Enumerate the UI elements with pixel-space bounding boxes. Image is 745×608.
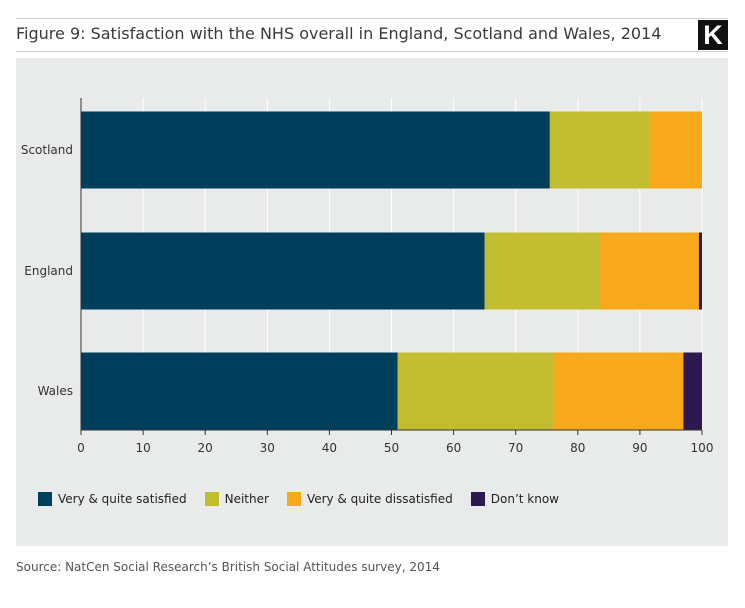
legend-label-2: Very & quite dissatisfied xyxy=(306,492,453,506)
bar-scotland-2 xyxy=(649,111,702,189)
legend-label-0: Very & quite satisfied xyxy=(58,492,187,506)
legend-item-1: Neither xyxy=(204,492,269,506)
bar-wales-3 xyxy=(683,352,702,430)
chart-title: Figure 9: Satisfaction with the NHS over… xyxy=(16,24,662,43)
legend-item-0: Very & quite satisfied xyxy=(38,492,187,506)
x-tick-label-100: 100 xyxy=(691,441,714,455)
x-tick-label-90: 90 xyxy=(632,441,647,455)
bar-england-3 xyxy=(698,232,702,310)
title-bar: Figure 9: Satisfaction with the NHS over… xyxy=(16,18,728,52)
bar-wales-2 xyxy=(552,352,684,430)
x-tick-label-40: 40 xyxy=(322,441,337,455)
legend-swatch-3 xyxy=(470,492,485,506)
bar-wales-1 xyxy=(397,352,553,430)
x-tick-label-60: 60 xyxy=(446,441,461,455)
x-tick-label-70: 70 xyxy=(508,441,523,455)
source-note: Source: NatCen Social Research’s British… xyxy=(16,560,440,574)
legend-label-3: Don’t know xyxy=(490,492,559,506)
legend-item-3: Don’t know xyxy=(470,492,559,506)
x-tick-label-10: 10 xyxy=(135,441,150,455)
x-tick-label-80: 80 xyxy=(570,441,585,455)
bar-england-1 xyxy=(484,232,600,310)
bar-scotland-0 xyxy=(81,111,550,189)
x-tick-label-50: 50 xyxy=(384,441,399,455)
legend-swatch-2 xyxy=(286,492,301,506)
chart-legend: Very & quite satisfied Neither Very & quit… xyxy=(38,492,577,506)
x-tick-label-20: 20 xyxy=(198,441,213,455)
bar-england-2 xyxy=(599,232,699,310)
legend-item-2: Very & quite dissatisfied xyxy=(286,492,453,506)
k-logo-icon: K xyxy=(698,20,728,50)
bar-wales-0 xyxy=(81,352,398,430)
bar-england-0 xyxy=(81,232,485,310)
legend-label-1: Neither xyxy=(224,492,269,506)
category-label-wales: Wales xyxy=(38,384,73,398)
legend-swatch-0 xyxy=(38,492,52,506)
x-tick-label-30: 30 xyxy=(260,441,275,455)
stacked-bar-chart: Scotland England Wales 0 10 20 30 40 50 60 70 80 90 1… xyxy=(21,98,714,455)
category-label-england: England xyxy=(24,264,73,278)
chart-panel: Scotland England Wales 0 10 20 30 40 50 60 70 80 90 1… xyxy=(16,58,728,546)
x-tick-label-0: 0 xyxy=(77,441,85,455)
legend-swatch-1 xyxy=(204,492,219,506)
category-label-scotland: Scotland xyxy=(21,143,73,157)
bar-scotland-1 xyxy=(549,111,650,189)
